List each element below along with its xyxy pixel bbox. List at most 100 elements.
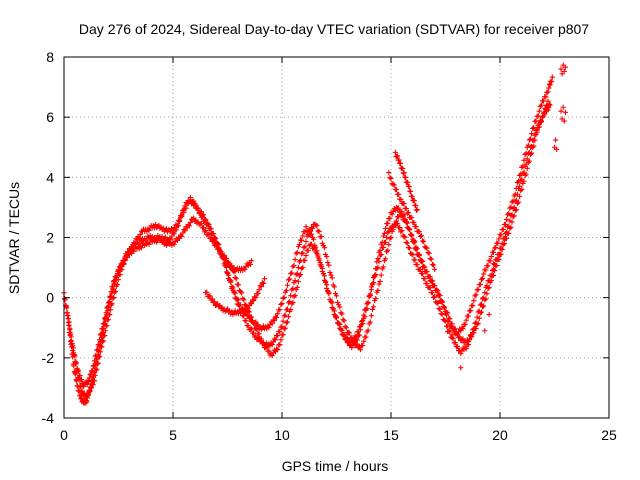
data-point — [86, 375, 93, 381]
data-point — [533, 118, 539, 124]
data-point — [232, 295, 238, 301]
data-point — [393, 218, 400, 224]
data-point — [100, 338, 106, 344]
data-point — [413, 207, 420, 213]
data-point — [381, 230, 388, 236]
data-point — [544, 103, 550, 109]
data-point — [253, 326, 259, 332]
y-tick-label: -4 — [42, 410, 55, 426]
data-point — [408, 188, 414, 195]
data-point — [474, 321, 480, 327]
data-point — [318, 234, 324, 240]
data-point — [439, 298, 445, 304]
data-point — [424, 281, 430, 287]
data-point — [275, 333, 281, 339]
data-point — [297, 271, 304, 278]
series-isolated-points — [445, 261, 497, 371]
data-point — [275, 347, 281, 353]
data-point — [275, 311, 281, 317]
data-point — [138, 245, 144, 251]
data-point — [309, 225, 316, 231]
data-point — [488, 277, 494, 284]
data-point — [341, 318, 347, 324]
data-point — [68, 337, 74, 344]
data-point — [458, 351, 464, 357]
data-point — [245, 323, 251, 329]
data-point — [326, 291, 332, 297]
data-point — [186, 223, 192, 229]
data-point — [406, 245, 413, 251]
data-point — [414, 206, 420, 213]
data-points — [61, 62, 568, 406]
data-point — [503, 216, 510, 223]
data-point — [181, 206, 187, 212]
data-point — [256, 287, 262, 293]
data-point — [445, 329, 451, 335]
data-point — [484, 291, 490, 297]
data-point — [223, 259, 230, 265]
data-point — [494, 262, 500, 269]
data-point — [541, 109, 547, 115]
data-point — [203, 227, 209, 234]
data-point — [111, 294, 117, 301]
data-point — [278, 324, 284, 330]
data-point — [361, 312, 367, 318]
data-point — [235, 282, 241, 288]
data-point — [308, 241, 315, 247]
data-point — [440, 303, 446, 310]
series-branch-near-15-2-16-h — [392, 149, 420, 213]
data-point — [399, 227, 405, 234]
data-point — [271, 318, 277, 324]
data-point — [329, 300, 335, 306]
data-point — [99, 344, 105, 350]
data-point — [92, 372, 98, 378]
data-point — [290, 285, 296, 292]
data-point — [445, 310, 451, 316]
data-point — [102, 328, 109, 334]
data-point — [405, 225, 412, 231]
data-point — [346, 330, 353, 336]
data-point — [401, 169, 407, 176]
data-point — [391, 182, 397, 188]
data-point — [248, 314, 255, 320]
data-point — [485, 285, 491, 291]
data-point — [339, 311, 345, 317]
data-point — [255, 336, 261, 342]
data-point — [179, 233, 185, 239]
series-late-cluster — [551, 62, 568, 152]
data-point — [285, 277, 292, 283]
data-point — [247, 300, 253, 306]
data-point — [174, 222, 180, 229]
data-point — [78, 384, 84, 390]
data-point — [297, 257, 304, 264]
data-point — [447, 316, 453, 322]
data-point — [405, 244, 412, 251]
data-point — [337, 304, 343, 310]
data-point — [375, 255, 381, 262]
data-point — [543, 106, 549, 112]
data-point — [367, 319, 373, 325]
data-point — [313, 222, 319, 228]
data-point — [251, 297, 257, 304]
data-point — [473, 292, 479, 298]
data-point — [307, 228, 313, 234]
data-point — [136, 235, 142, 241]
data-point — [364, 301, 370, 307]
data-point — [370, 279, 377, 286]
data-point — [107, 311, 113, 318]
data-point — [249, 297, 256, 303]
data-point — [282, 325, 288, 331]
data-point — [491, 245, 498, 251]
x-tick-label: 0 — [60, 427, 68, 443]
data-point — [406, 226, 413, 232]
data-point — [103, 310, 109, 316]
data-point — [222, 259, 228, 266]
data-point — [349, 335, 355, 341]
data-point — [89, 381, 95, 387]
data-point — [432, 266, 438, 272]
data-point — [198, 209, 204, 215]
data-point — [97, 354, 103, 360]
data-point — [417, 233, 424, 239]
data-point — [94, 366, 100, 372]
data-point — [242, 266, 248, 272]
